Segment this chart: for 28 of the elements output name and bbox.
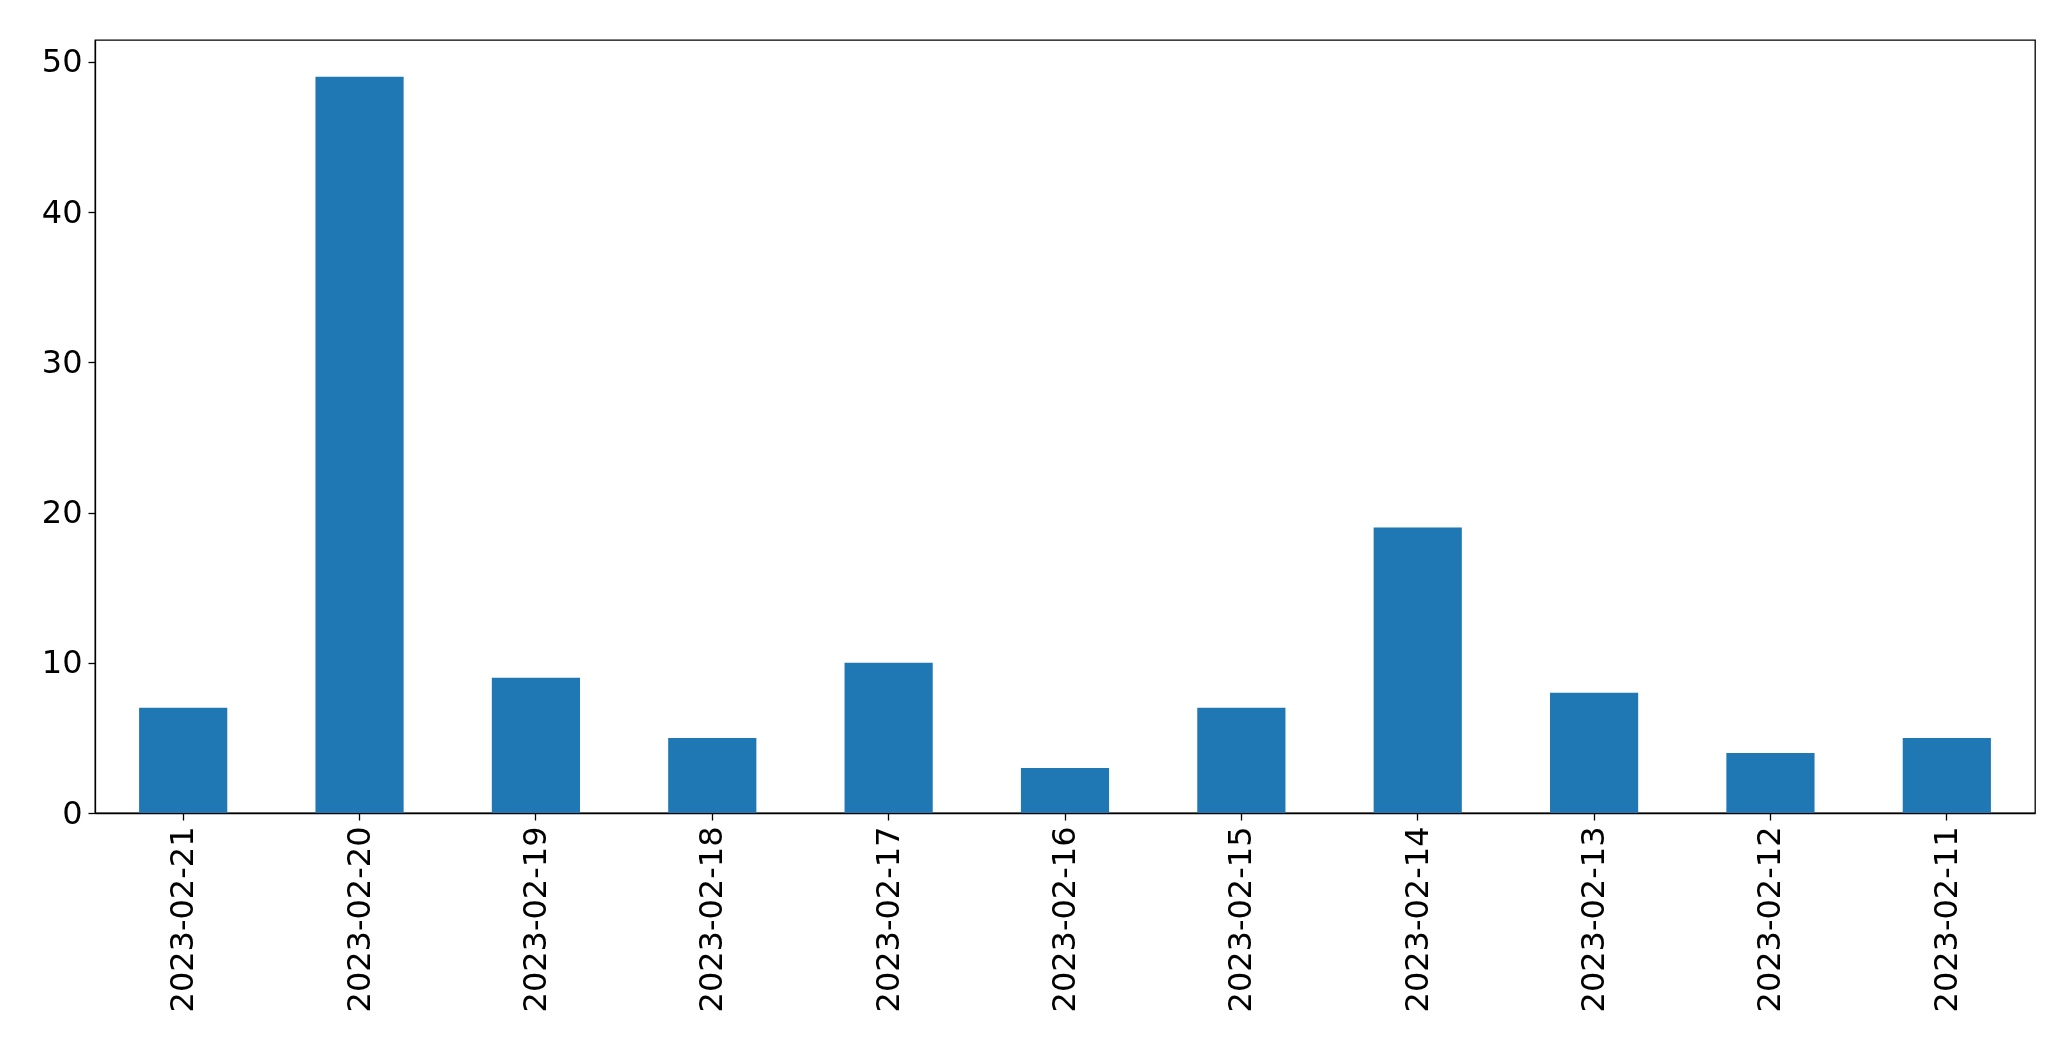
- y-tick-label: 40: [41, 192, 83, 231]
- bar: [315, 76, 404, 813]
- x-tick-label: 2023-02-18: [692, 826, 731, 1013]
- bar: [1902, 737, 1991, 813]
- bar: [1373, 527, 1462, 813]
- x-tick-label: 2023-02-21: [163, 826, 202, 1013]
- y-tick-label: 50: [41, 42, 83, 81]
- bar: [491, 677, 580, 813]
- bar: [668, 737, 757, 813]
- bar: [844, 662, 933, 813]
- x-tick-label: 2023-02-17: [868, 826, 907, 1013]
- x-tick-label: 2023-02-11: [1926, 826, 1965, 1013]
- bar: [139, 707, 228, 813]
- x-tick-label: 2023-02-16: [1045, 826, 1083, 1013]
- x-tick-label: 2023-02-20: [339, 826, 378, 1013]
- y-tick-label: 10: [41, 643, 83, 682]
- y-tick-label: 20: [41, 493, 83, 532]
- bar: [1550, 692, 1639, 813]
- bar: [1020, 767, 1110, 813]
- x-tick-label: 2023-02-13: [1574, 826, 1613, 1013]
- y-tick-label: 0: [62, 793, 83, 832]
- x-tick-label: 2023-02-15: [1221, 826, 1260, 1013]
- bar: [1197, 707, 1286, 813]
- x-tick-label: 2023-02-14: [1397, 826, 1436, 1013]
- y-tick-label: 30: [41, 342, 83, 381]
- x-tick-label: 2023-02-19: [515, 826, 554, 1013]
- x-tick-label: 2023-02-12: [1750, 826, 1789, 1013]
- bar: [1726, 752, 1815, 813]
